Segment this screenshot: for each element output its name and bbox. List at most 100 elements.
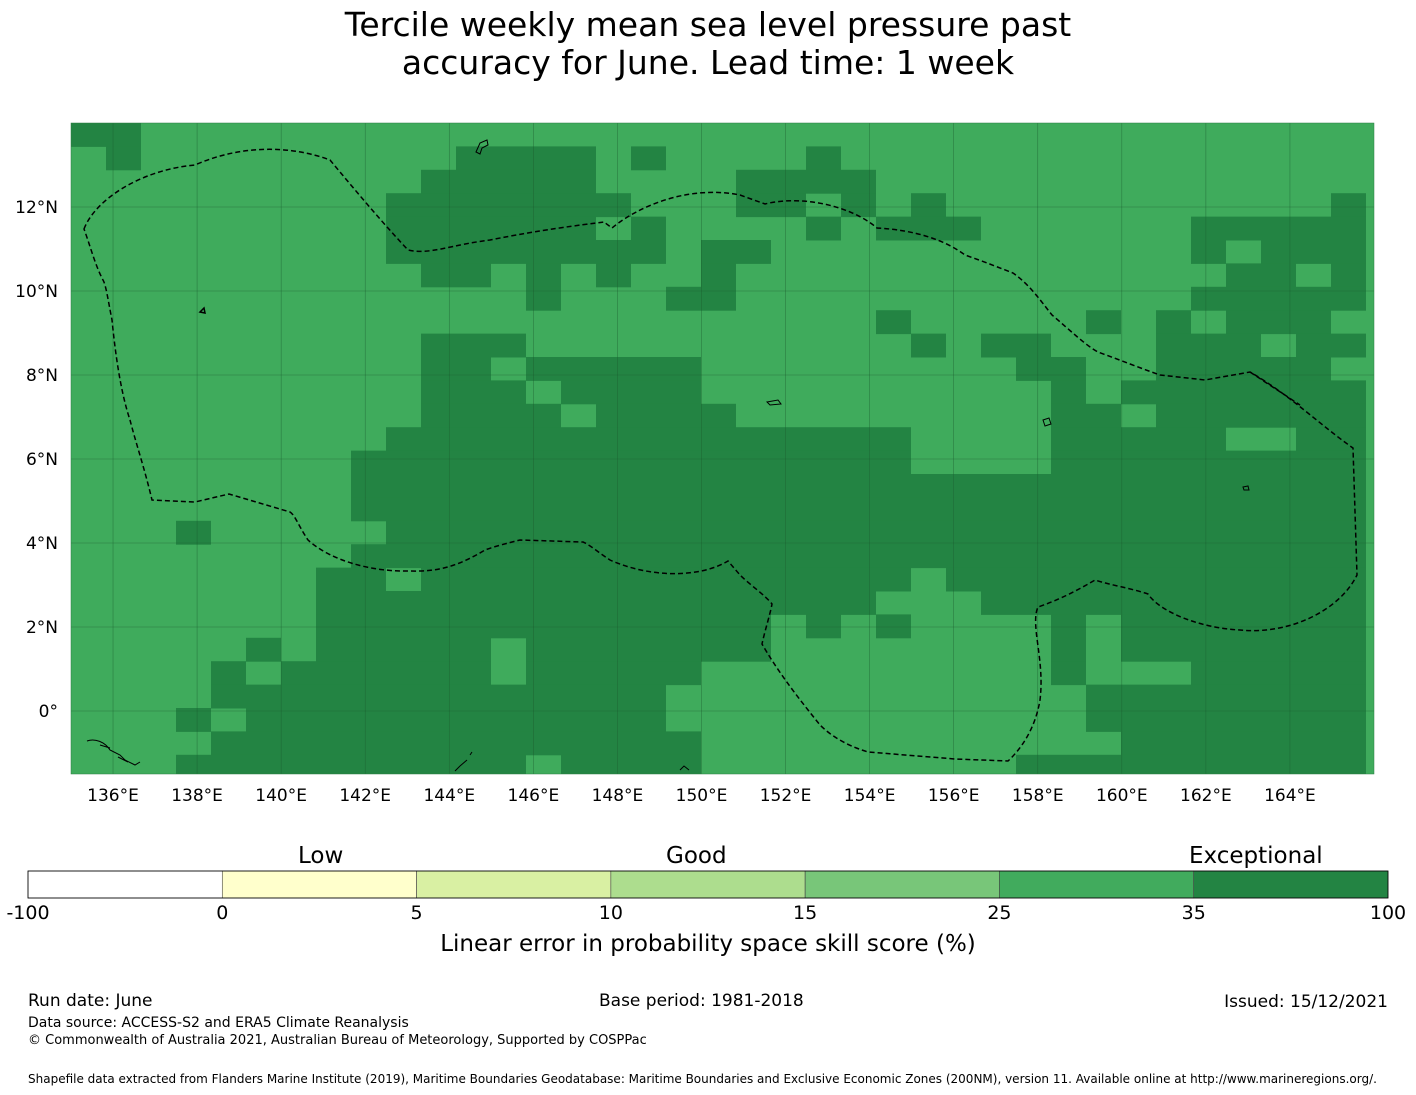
longitude-tick-labels: 136°E 138°E 140°E 142°E 144°E 146°E 148°E 150°E… — [87, 786, 1316, 806]
island-outlines — [86, 139, 1250, 772]
exceptional-cell — [806, 591, 876, 615]
chuuk-lagoon — [765, 399, 782, 406]
colorbar-tick-label: 5 — [410, 902, 423, 924]
longitude-tick-label: 152°E — [760, 786, 812, 806]
bismarck-islets — [454, 751, 473, 772]
exceptional-cell — [701, 263, 736, 288]
exceptional-cell — [1051, 614, 1086, 639]
colorbar-segment — [416, 870, 612, 899]
latitude-tick-label: 10°N — [15, 282, 58, 302]
exceptional-cell — [211, 731, 701, 756]
colorbar-segment — [804, 870, 1000, 899]
exceptional-cell — [386, 520, 1366, 545]
exceptional-cell — [1191, 661, 1366, 686]
map-frame — [70, 122, 1375, 775]
data-source: Data source: ACCESS-S2 and ERA5 Climate … — [28, 1015, 409, 1031]
exceptional-cell — [106, 146, 141, 171]
exceptional-cell — [1051, 661, 1086, 686]
longitude-tick-label: 154°E — [844, 786, 896, 806]
exceptional-cell — [421, 169, 596, 194]
longitude-tick-label: 150°E — [676, 786, 728, 806]
shapefile-credit: Shapefile data extracted from Flanders M… — [28, 1072, 1377, 1086]
colorbar-tick-label: 10 — [598, 902, 623, 924]
exceptional-cell — [351, 544, 1366, 569]
map-title: Tercile weekly mean sea level pressure p… — [0, 6, 1416, 82]
latitude-tick-label: 2°N — [26, 618, 58, 638]
longitude-tick-label: 136°E — [87, 786, 139, 806]
exceptional-cell — [176, 520, 211, 545]
colorbar-segment — [610, 870, 806, 899]
exceptional-cell — [1191, 216, 1366, 241]
exceptional-cell — [1156, 403, 1366, 428]
exceptional-cell — [911, 333, 946, 358]
longitude-tick-label: 146°E — [508, 786, 560, 806]
exceptional-cell — [1121, 614, 1366, 639]
map-title-line-2: accuracy for June. Lead time: 1 week — [401, 43, 1015, 82]
exceptional-cell — [946, 567, 1366, 592]
exceptional-cell — [316, 637, 491, 662]
exceptional-cell — [1086, 310, 1121, 335]
exceptional-cell — [1051, 403, 1121, 428]
issued-date: Issued: 15/12/2021 — [1224, 992, 1388, 1012]
longitude-tick-label: 162°E — [1180, 786, 1232, 806]
colorbar-title: Linear error in probability space skill … — [440, 931, 976, 957]
latitude-tick-label: 8°N — [26, 366, 58, 386]
exceptional-cell — [631, 216, 666, 241]
exceptional-cell — [421, 357, 491, 381]
exceptional-cell — [386, 193, 631, 218]
exceptional-cell — [1331, 263, 1366, 288]
run-date: Run date: June — [28, 991, 153, 1011]
exceptional-cell — [421, 263, 491, 288]
exceptional-cell — [176, 754, 526, 774]
colorbar-segment — [27, 870, 223, 899]
latitude-tick-label: 0° — [39, 702, 58, 722]
manus-island — [679, 765, 690, 771]
exceptional-cell — [841, 193, 876, 218]
colorbar-tick-label: 35 — [1181, 902, 1206, 924]
colorbar-tick-label: 0 — [216, 902, 229, 924]
longitude-tick-label: 148°E — [592, 786, 644, 806]
colorbar-tick-label: -100 — [6, 902, 50, 924]
colorbar-outline — [27, 870, 1389, 899]
exceptional-cell — [316, 591, 806, 615]
exceptional-cell — [1051, 450, 1366, 475]
exceptional-cell — [1296, 333, 1366, 358]
yap-island — [198, 306, 206, 314]
new-guinea-coast — [86, 739, 141, 766]
kosrae-island — [1242, 485, 1250, 491]
exceptional-cell — [1261, 240, 1366, 264]
exceptional-cell — [281, 661, 491, 686]
exceptional-cell — [351, 450, 911, 475]
exceptional-cell — [596, 263, 631, 288]
copyright: © Commonwealth of Australia 2021, Austra… — [28, 1033, 647, 1048]
colorbar-label-low: Low — [298, 843, 344, 869]
guam-island — [475, 139, 489, 155]
map-title-line-1: Tercile weekly mean sea level pressure p… — [344, 5, 1072, 44]
exceptional-cell — [1156, 357, 1226, 381]
exceptional-cell — [981, 333, 1051, 358]
exceptional-cell — [736, 193, 806, 218]
exceptional-skill-cells — [71, 123, 1366, 774]
longitude-tick-label: 142°E — [339, 786, 391, 806]
exceptional-cell — [1191, 240, 1226, 264]
longitude-tick-label: 138°E — [171, 786, 223, 806]
exceptional-cell — [526, 637, 771, 662]
exceptional-cell — [1156, 333, 1226, 358]
exceptional-cell — [1226, 333, 1261, 358]
exceptional-cell — [316, 567, 386, 592]
exceptional-cell — [1121, 637, 1366, 662]
latitude-tick-label: 6°N — [26, 450, 58, 470]
longitude-tick-label: 144°E — [423, 786, 475, 806]
exceptional-cell — [421, 403, 561, 428]
exceptional-cell — [1226, 357, 1331, 381]
exceptional-cell — [981, 591, 1366, 615]
exceptional-cell — [1191, 286, 1366, 311]
colorbar-tick-label: 25 — [987, 902, 1012, 924]
exceptional-cell — [421, 380, 526, 405]
exceptional-cell — [1121, 731, 1366, 756]
exceptional-cell — [876, 310, 911, 335]
colorbar-label-good: Good — [666, 843, 727, 869]
exceptional-cell — [1086, 708, 1366, 732]
exceptional-cell — [526, 286, 561, 311]
